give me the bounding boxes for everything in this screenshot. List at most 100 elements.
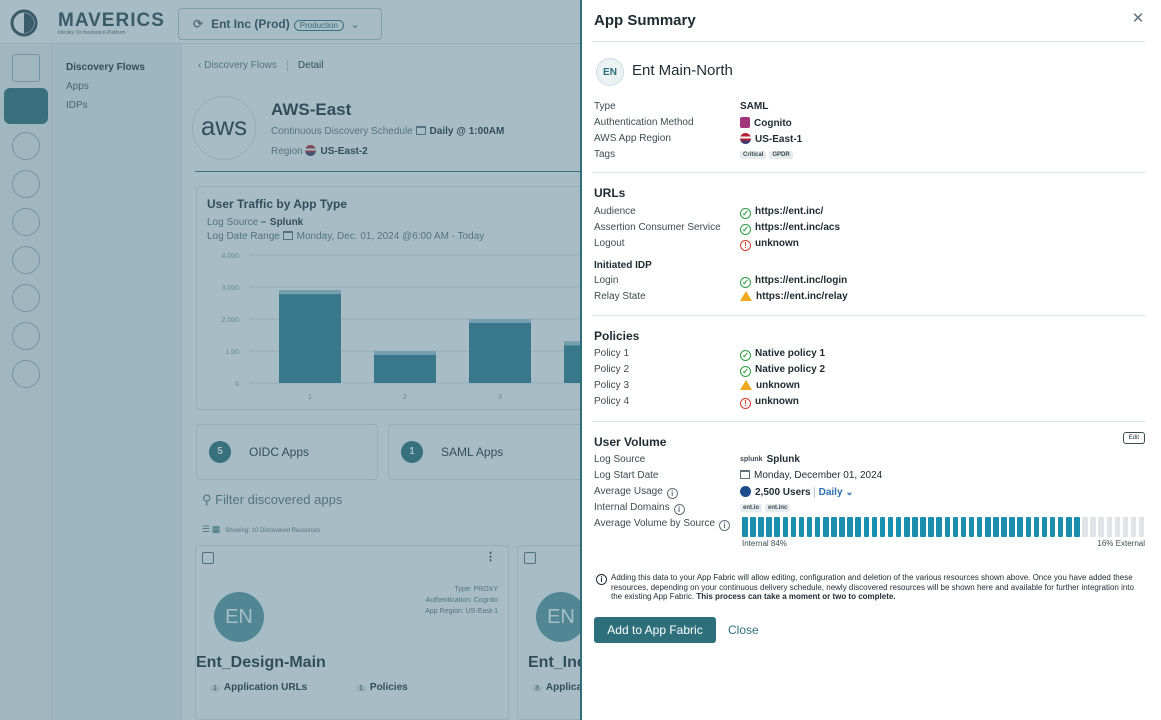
internal-volume-segment xyxy=(1017,517,1023,537)
policy-value: Native policy 1 xyxy=(755,348,826,359)
info-icon[interactable]: i xyxy=(719,520,731,531)
filter-input[interactable]: ⚲ Filter discovered apps xyxy=(202,492,342,508)
card-menu-icon[interactable]: ⋮ xyxy=(485,551,496,563)
saml-label: SAML Apps xyxy=(441,445,504,459)
chart-y-tick-label: 2,000 xyxy=(221,317,239,324)
external-volume-segment xyxy=(1082,517,1088,537)
chart-bar[interactable] xyxy=(469,319,531,383)
nav-rail xyxy=(0,44,52,720)
chart-bar[interactable] xyxy=(374,351,436,383)
internal-volume-segment xyxy=(814,517,821,537)
environment-selector[interactable]: ⟳ Ent Inc (Prod) Production ⌄ xyxy=(178,8,382,40)
chart-bar-cap xyxy=(279,290,341,295)
subnav-discovery-flows[interactable]: Discovery Flows xyxy=(66,62,145,73)
breadcrumb-back-link[interactable]: ‹ Discovery Flows xyxy=(198,60,277,71)
saml-count: 1 xyxy=(401,441,423,463)
external-volume-segment xyxy=(1114,517,1121,537)
url-label: Login xyxy=(594,275,619,286)
sub-navigation: Discovery Flows Apps IDPs xyxy=(52,44,182,720)
card-name: Ent_Design-Main xyxy=(196,654,326,671)
check-circle-icon: ✓ xyxy=(740,350,751,361)
list-view-icon[interactable]: ☰ xyxy=(202,524,211,534)
domain-badge: ent.io xyxy=(740,504,762,512)
info-icon[interactable]: i xyxy=(666,488,678,499)
calendar-icon xyxy=(282,231,293,240)
internal-volume-segment xyxy=(798,517,805,537)
grid-view-icon[interactable]: ▦ xyxy=(211,524,221,534)
modal-overlay[interactable] xyxy=(0,0,580,720)
subnav-apps[interactable]: Apps xyxy=(66,81,89,92)
log-source-value: Splunk xyxy=(766,454,800,465)
oidc-apps-card[interactable]: 5 OIDC Apps xyxy=(196,424,378,480)
log-start-label: Log Start Date xyxy=(594,470,659,481)
internal-volume-segment xyxy=(774,517,780,537)
usage-period-value: Daily xyxy=(818,487,843,498)
brand-name: MAVERICS xyxy=(58,10,165,31)
policy-label: Policy 2 xyxy=(594,364,630,375)
external-volume-segment xyxy=(1130,517,1137,537)
rail-policy-icon[interactable] xyxy=(12,322,40,350)
volume-row: Internal Domains i ent.io ent.inc xyxy=(594,501,1145,517)
internal-volume-segment xyxy=(895,517,902,537)
internal-volume-segment xyxy=(1033,517,1040,537)
internal-volume-segment xyxy=(1066,517,1072,537)
add-to-app-fabric-button[interactable]: Add to App Fabric xyxy=(594,617,716,643)
app-name: Ent Main-North xyxy=(632,62,733,79)
filter-placeholder: Filter discovered apps xyxy=(215,492,343,507)
rail-discovery-icon[interactable] xyxy=(4,88,48,124)
chart-bar[interactable] xyxy=(279,290,341,383)
calendar-icon xyxy=(415,126,426,135)
domains-list: ent.io ent.inc xyxy=(740,502,793,513)
card-avatar: EN xyxy=(536,592,586,642)
check-circle-icon: ✓ xyxy=(740,224,751,235)
card-meta: Type: PROXY Authentication: Cognito App … xyxy=(425,584,498,617)
log-start-value-wrap: Monday, December 01, 2024 xyxy=(740,470,882,481)
url-value: https://ent.inc/ xyxy=(755,206,824,217)
close-icon[interactable]: ✕ xyxy=(1131,10,1145,27)
url-row: Audience ✓ https://ent.inc/ xyxy=(594,205,1145,221)
close-button[interactable]: Close xyxy=(728,623,759,637)
internal-volume-segment xyxy=(968,517,975,537)
external-volume-segment xyxy=(1090,517,1096,537)
card-policies-label: Policies xyxy=(369,682,408,693)
by-source-label-wrap: Average Volume by Source i xyxy=(594,518,731,531)
url-value: https://ent.inc/relay xyxy=(756,291,848,302)
rail-shield-icon[interactable] xyxy=(12,246,40,274)
check-circle-icon: ✓ xyxy=(740,277,751,288)
rail-settings-icon[interactable] xyxy=(12,284,40,312)
edit-button[interactable]: Edit xyxy=(1122,432,1145,444)
header-region: Region US-East-2 xyxy=(271,145,368,157)
subnav-idps[interactable]: IDPs xyxy=(66,100,88,111)
url-label: Audience xyxy=(594,206,636,217)
internal-volume-segment xyxy=(782,517,788,537)
card-checkbox[interactable] xyxy=(202,552,214,564)
breadcrumb: ‹ Discovery Flows Detail xyxy=(198,60,324,71)
url-value-wrap: ! unknown xyxy=(740,238,799,251)
domain-badge: ent.inc xyxy=(765,504,791,512)
us-flag-icon xyxy=(305,145,317,156)
url-value: unknown xyxy=(755,238,799,249)
avg-usage-value-wrap: 2,500 Users Daily ⌄ xyxy=(740,486,854,498)
check-circle-icon: ✓ xyxy=(740,208,751,219)
resource-card[interactable]: ⋮ EN Type: PROXY Authentication: Cognito… xyxy=(195,545,509,720)
internal-volume-segment xyxy=(904,517,910,537)
policy-row: Policy 3 unknown xyxy=(594,379,1145,395)
internal-volume-segment xyxy=(944,517,950,537)
usage-period-dropdown[interactable]: Daily ⌄ xyxy=(813,487,854,498)
rail-layers-icon[interactable] xyxy=(12,170,40,198)
rail-globe-icon[interactable] xyxy=(12,132,40,160)
chart-bar[interactable] xyxy=(564,341,585,383)
internal-volume-segment xyxy=(839,517,845,537)
detail-value-wrap: Cognito xyxy=(740,117,792,129)
tag-badge: Critical xyxy=(740,151,767,159)
policy-value: unknown xyxy=(756,380,800,391)
policy-value-wrap: ! unknown xyxy=(740,396,799,409)
log-start-value: Monday, December 01, 2024 xyxy=(754,470,883,481)
rail-info-icon[interactable] xyxy=(12,360,40,388)
rail-dashboard-icon[interactable] xyxy=(12,54,40,82)
info-icon[interactable]: i xyxy=(673,504,685,515)
rail-users-icon[interactable] xyxy=(12,208,40,236)
card-checkbox[interactable] xyxy=(524,552,536,564)
info-note: i Adding this data to your App Fabric wi… xyxy=(596,573,1144,602)
